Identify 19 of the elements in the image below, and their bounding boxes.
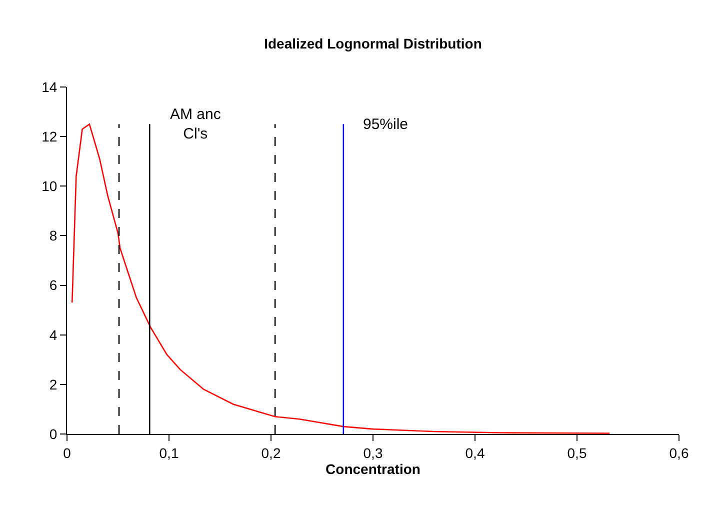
- ref-line-label: 95%ile: [363, 116, 408, 133]
- x-tick-label: 0,4: [465, 444, 485, 461]
- y-tick-label: 0: [49, 426, 58, 442]
- y-tick-label: 12: [42, 128, 58, 144]
- x-tick-label: 0: [63, 444, 72, 461]
- ref-line-label: AM anc Cl's: [170, 106, 222, 142]
- y-tick-label: 8: [49, 228, 58, 244]
- y-tick-label: 2: [49, 376, 58, 392]
- chart-title: Idealized Lognormal Distribution: [264, 36, 482, 52]
- x-axis-title: Concentration: [326, 461, 420, 478]
- y-tick-label: 6: [49, 277, 58, 294]
- x-tick-label: 0,6: [669, 444, 689, 461]
- x-tick-label: 0,5: [567, 444, 587, 461]
- x-tick-label: 0,3: [363, 444, 383, 461]
- y-tick-label: 4: [49, 326, 58, 343]
- y-tick-label: 10: [42, 178, 58, 194]
- x-tick-label: 0,2: [261, 444, 281, 461]
- x-tick-label: 0,1: [159, 444, 179, 461]
- y-tick-label: 14: [42, 78, 58, 95]
